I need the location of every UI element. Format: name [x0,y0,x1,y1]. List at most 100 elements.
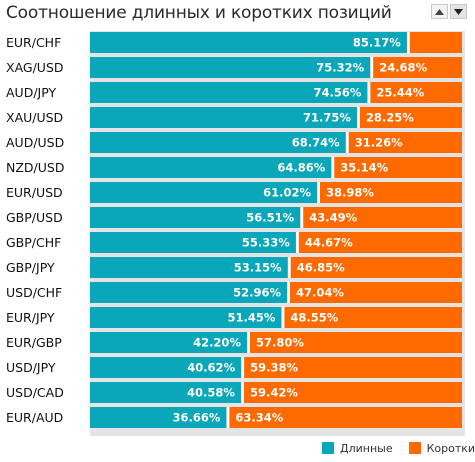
chart-row: USD/CHF 52.96% 47.04% [6,282,462,303]
chart-row: EUR/GBP 42.20% 57.80% [6,332,462,353]
bar-short-value-label: 31.26% [355,136,403,150]
legend-label-long: Длинные [340,441,393,455]
row-category-label: GBP/JPY [6,260,55,275]
bar-separator [370,57,374,78]
chart-row: GBP/CHF 55.33% 44.67% [6,232,462,253]
bar-long [90,407,227,428]
row-category-label: USD/JPY [6,360,56,375]
bar-separator [287,257,291,278]
bar-long [90,382,241,403]
row-category-label: EUR/AUD [6,410,63,425]
bar-separator [345,132,349,153]
bar-long [90,332,247,353]
row-category-label: AUD/JPY [6,85,56,100]
chart-title: Соотношение длинных и коротких позиций [6,3,392,23]
row-category-label: EUR/USD [6,185,63,200]
bar-short-value-label: 47.04% [296,286,344,300]
chart-row: EUR/USD 61.02% 38.98% [6,182,462,203]
chart-row: EUR/CHF 85.17% [6,32,462,53]
bar-long-value-label: 36.66% [172,411,220,425]
chart-row: EUR/AUD 36.66% 63.34% [6,407,462,428]
bar-long-value-label: 71.75% [303,111,351,125]
bar-short-value-label: 35.14% [340,161,388,175]
bar-long-value-label: 85.17% [353,36,401,50]
bar-long [90,307,282,328]
bar-separator [246,332,250,353]
bar-long [90,107,357,128]
bar-long [90,82,368,103]
bar-separator [226,407,230,428]
bar-long [90,232,296,253]
bar-separator [240,382,244,403]
bar-short-value-label: 24.68% [379,61,427,75]
bar-short-value-label: 43.49% [309,211,357,225]
row-category-label: XAG/USD [6,60,64,75]
legend-label-short: Короткие [426,441,475,455]
bar-short-value-label: 25.44% [376,86,424,100]
chart-row: EUR/JPY 51.45% 48.55% [6,307,462,328]
bar-long-value-label: 51.45% [227,311,275,325]
row-category-label: AUD/USD [6,135,64,150]
chart-row: XAG/USD 75.32% 24.68% [6,57,462,78]
bar-short-value-label: 46.85% [297,261,345,275]
row-category-label: GBP/CHF [6,235,61,250]
bar-long-value-label: 40.58% [187,386,235,400]
chart-row: GBP/USD 56.51% 43.49% [6,207,462,228]
row-category-label: USD/CAD [6,385,64,400]
chart-row: AUD/JPY 74.56% 25.44% [6,82,462,103]
row-category-label: EUR/CHF [6,35,61,50]
bar-long [90,132,346,153]
bar-long-value-label: 40.62% [187,361,235,375]
bar-separator [287,282,291,303]
bar-short-value-label: 48.55% [290,311,338,325]
legend-swatch-short [408,442,421,454]
chart-legend: Длинные Короткие [322,441,475,455]
sort-controls [431,4,467,19]
bar-long-value-label: 74.56% [313,86,361,100]
bar-separator [316,182,320,203]
bar-separator [300,207,304,228]
bar-separator [295,232,299,253]
chart-row: USD/JPY 40.62% 59.38% [6,357,462,378]
bar-long-value-label: 75.32% [316,61,364,75]
bar-long-value-label: 42.20% [193,336,241,350]
row-category-label: NZD/USD [6,160,64,175]
bar-short-value-label: 63.34% [235,411,283,425]
row-category-label: XAU/USD [6,110,63,125]
bar-long-value-label: 53.15% [234,261,282,275]
bar-long [90,157,332,178]
bar-separator [331,157,335,178]
bar-long-value-label: 64.86% [277,161,325,175]
row-category-label: EUR/GBP [6,335,62,350]
bar-long [90,207,301,228]
chart-row: GBP/JPY 53.15% 46.85% [6,257,462,278]
bar-separator [406,32,410,53]
bar-short-value-label: 28.25% [366,111,414,125]
row-category-label: USD/CHF [6,285,62,300]
chart-row: AUD/USD 68.74% 31.26% [6,132,462,153]
legend-item-long: Длинные [322,442,393,455]
bar-long-value-label: 56.51% [246,211,294,225]
bar-long-value-label: 55.33% [242,236,290,250]
triangle-down-icon [454,8,463,15]
chart-row: USD/CAD 40.58% 59.42% [6,382,462,403]
bar-separator [241,357,245,378]
bar-separator [367,82,371,103]
bar-short-value-label: 44.67% [305,236,353,250]
bar-long-value-label: 52.96% [233,286,281,300]
bar-long [90,57,371,78]
sort-up-button[interactable] [431,4,448,19]
bar-long-value-label: 61.02% [263,186,311,200]
bar-long [90,357,242,378]
triangle-up-icon [435,8,444,15]
chart-row: XAU/USD 71.75% 28.25% [6,107,462,128]
legend-item-short: Короткие [408,441,475,455]
bar-separator [281,307,285,328]
bar-long [90,282,288,303]
bar-separator [356,107,360,128]
sort-down-button[interactable] [450,4,467,19]
legend-swatch-long [322,442,334,454]
bar-long [90,32,407,53]
bar-short-value-label: 59.38% [250,361,298,375]
